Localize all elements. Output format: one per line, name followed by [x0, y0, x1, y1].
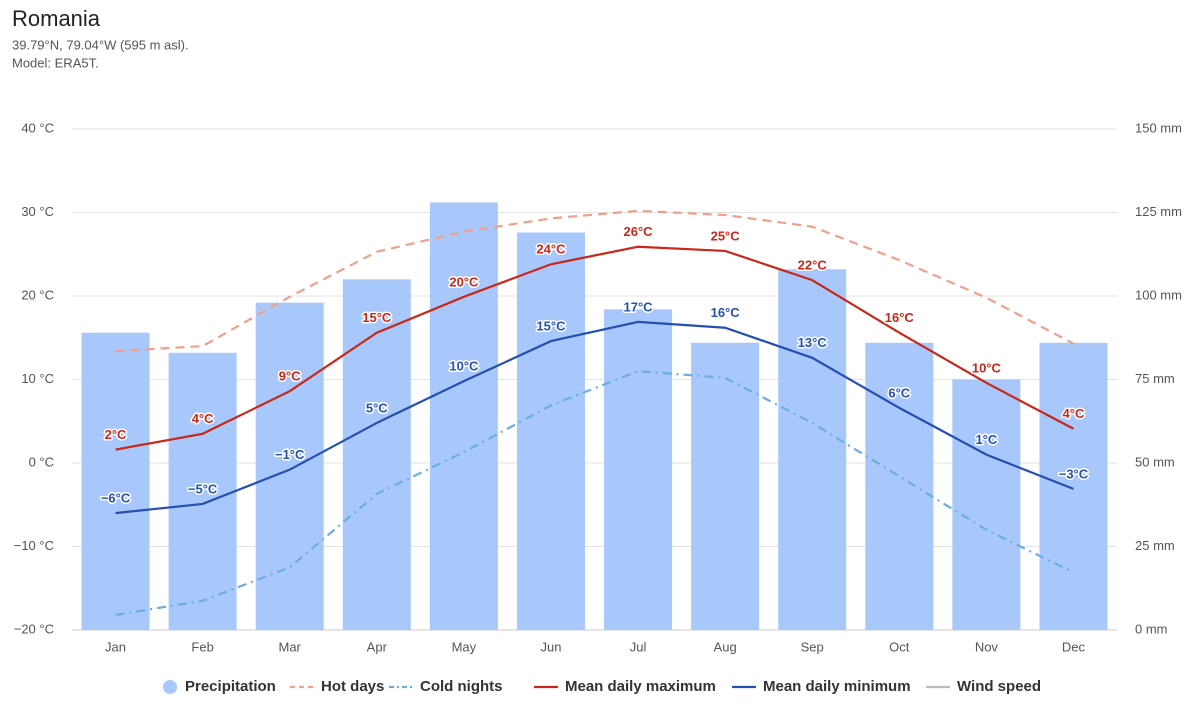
data-label: 16°C [885, 310, 915, 325]
bar [604, 309, 673, 630]
legend-marker [163, 680, 177, 694]
y-tick-label: 20 °C [21, 287, 54, 302]
data-label: 25°C [711, 228, 741, 243]
data-label: 22°C [798, 258, 828, 273]
y-tick-label: 30 °C [21, 204, 54, 219]
data-label: 6°C [888, 385, 910, 400]
line [115, 370, 1074, 617]
x-tick-label: May [452, 639, 477, 654]
data-label: 10°C [972, 360, 1002, 375]
chart-subtitle: Model: ERA5T. [12, 55, 99, 70]
y2-tick-label: 100 mm [1135, 287, 1182, 302]
data-label: 5°C [366, 400, 388, 415]
legend-label: Wind speed [957, 678, 1041, 695]
bar [865, 342, 934, 630]
y-tick-label: 10 °C [21, 371, 54, 386]
x-tick-label: Dec [1062, 639, 1086, 654]
y2-tick-label: 0 mm [1135, 621, 1168, 636]
data-label: −3°C [1059, 466, 1089, 481]
data-label: −6°C [101, 491, 131, 506]
x-tick-label: Sep [801, 639, 824, 654]
data-label: 2°C [105, 427, 127, 442]
bar [255, 302, 324, 630]
line [115, 209, 1074, 353]
data-label: 20°C [449, 274, 479, 289]
legend-label: Mean daily minimum [763, 678, 911, 695]
bar [952, 379, 1021, 630]
data-label: 26°C [624, 224, 654, 239]
y-tick-label: −20 °C [14, 621, 54, 636]
chart-title: Romania [12, 6, 101, 31]
data-label: 16°C [711, 305, 741, 320]
bar [516, 232, 585, 631]
x-tick-label: Nov [975, 639, 999, 654]
y-tick-label: 0 °C [29, 454, 54, 469]
legend-label: Hot days [321, 678, 384, 695]
bar [342, 279, 411, 630]
data-label: 15°C [362, 310, 392, 325]
bar [691, 342, 760, 630]
bar [168, 352, 237, 630]
y2-tick-label: 25 mm [1135, 538, 1175, 553]
x-tick-label: Jan [105, 639, 126, 654]
data-label: 13°C [798, 335, 828, 350]
data-label: 4°C [1063, 406, 1085, 421]
y2-tick-label: 75 mm [1135, 371, 1175, 386]
data-label: −1°C [275, 447, 305, 462]
data-label: 9°C [279, 369, 301, 384]
legend-label: Cold nights [420, 678, 503, 695]
data-label: 10°C [449, 359, 479, 374]
legend-label: Precipitation [185, 678, 276, 695]
y2-tick-label: 50 mm [1135, 454, 1175, 469]
bar [429, 202, 498, 631]
data-label: −5°C [188, 481, 218, 496]
bar [81, 332, 150, 630]
legend-label: Mean daily maximum [565, 678, 716, 695]
bar [1039, 342, 1108, 630]
bar [778, 269, 847, 630]
chart-subtitle: 39.79°N, 79.04°W (595 m asl). [12, 37, 189, 52]
y2-tick-label: 150 mm [1135, 120, 1182, 135]
data-label: 24°C [536, 242, 566, 257]
line [115, 245, 1074, 451]
data-label: 15°C [536, 319, 566, 334]
x-tick-label: Oct [889, 639, 910, 654]
x-tick-label: Aug [714, 639, 737, 654]
x-tick-label: Mar [279, 639, 302, 654]
y2-tick-label: 125 mm [1135, 204, 1182, 219]
data-label: 1°C [975, 432, 997, 447]
y-tick-label: 40 °C [21, 120, 54, 135]
data-label: 17°C [624, 299, 654, 314]
x-tick-label: Feb [191, 639, 213, 654]
x-tick-label: Jun [540, 639, 561, 654]
data-label: 4°C [192, 411, 214, 426]
y-tick-label: −10 °C [14, 538, 54, 553]
line [115, 320, 1074, 515]
x-tick-label: Jul [630, 639, 647, 654]
x-tick-label: Apr [367, 639, 388, 654]
